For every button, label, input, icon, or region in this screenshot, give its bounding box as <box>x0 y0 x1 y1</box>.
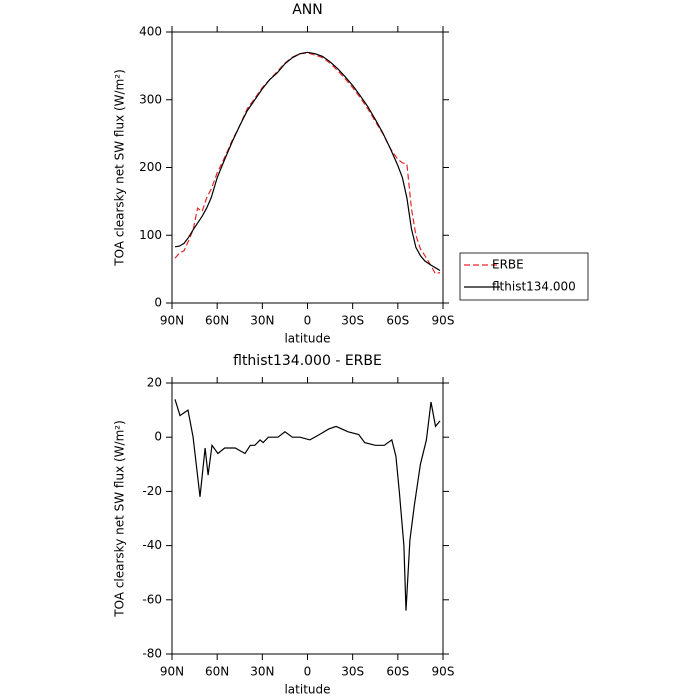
plot-frame <box>171 31 444 304</box>
series-line <box>174 51 441 272</box>
x-tick-label: 0 <box>304 665 312 679</box>
x-tick-label: 90S <box>432 665 455 679</box>
y-tick-label: 100 <box>139 228 162 242</box>
y-tick-label: -40 <box>142 538 162 552</box>
y-axis-label: TOA clearsky net SW flux (W/m²) <box>113 420 127 618</box>
y-tick-label: 20 <box>147 376 162 390</box>
series-line <box>174 399 441 611</box>
x-tick-label: 60S <box>386 665 409 679</box>
x-tick-label: 60N <box>205 314 229 328</box>
y-tick-label: -20 <box>142 484 162 498</box>
x-tick-label: 30S <box>341 665 364 679</box>
y-tick-label: 200 <box>139 160 162 174</box>
chart-title: ANN <box>292 2 323 18</box>
y-tick-label: -80 <box>142 647 162 661</box>
y-tick-label: -60 <box>142 592 162 606</box>
x-tick-label: 30N <box>250 665 274 679</box>
x-tick-label: 90S <box>432 314 455 328</box>
series-line <box>174 52 441 275</box>
x-tick-label: 90N <box>160 314 184 328</box>
x-tick-label: 30N <box>250 314 274 328</box>
legend-box <box>459 252 589 301</box>
x-axis-label: latitude <box>284 683 330 697</box>
y-axis-label: TOA clearsky net SW flux (W/m²) <box>113 69 127 267</box>
chart-title: flthist134.000 - ERBE <box>233 353 382 369</box>
y-tick-label: 400 <box>139 25 162 39</box>
x-axis-label: latitude <box>284 332 330 346</box>
x-tick-label: 60S <box>386 314 409 328</box>
y-tick-label: 300 <box>139 92 162 106</box>
x-tick-label: 60N <box>205 665 229 679</box>
y-tick-label: 0 <box>154 430 162 444</box>
plot-frame <box>171 382 444 655</box>
x-tick-label: 30S <box>341 314 364 328</box>
legend-label: flthist134.000 <box>492 280 576 294</box>
x-tick-label: 90N <box>160 665 184 679</box>
legend-label: ERBE <box>492 258 524 272</box>
y-tick-label: 0 <box>154 296 162 310</box>
x-tick-label: 0 <box>304 314 312 328</box>
